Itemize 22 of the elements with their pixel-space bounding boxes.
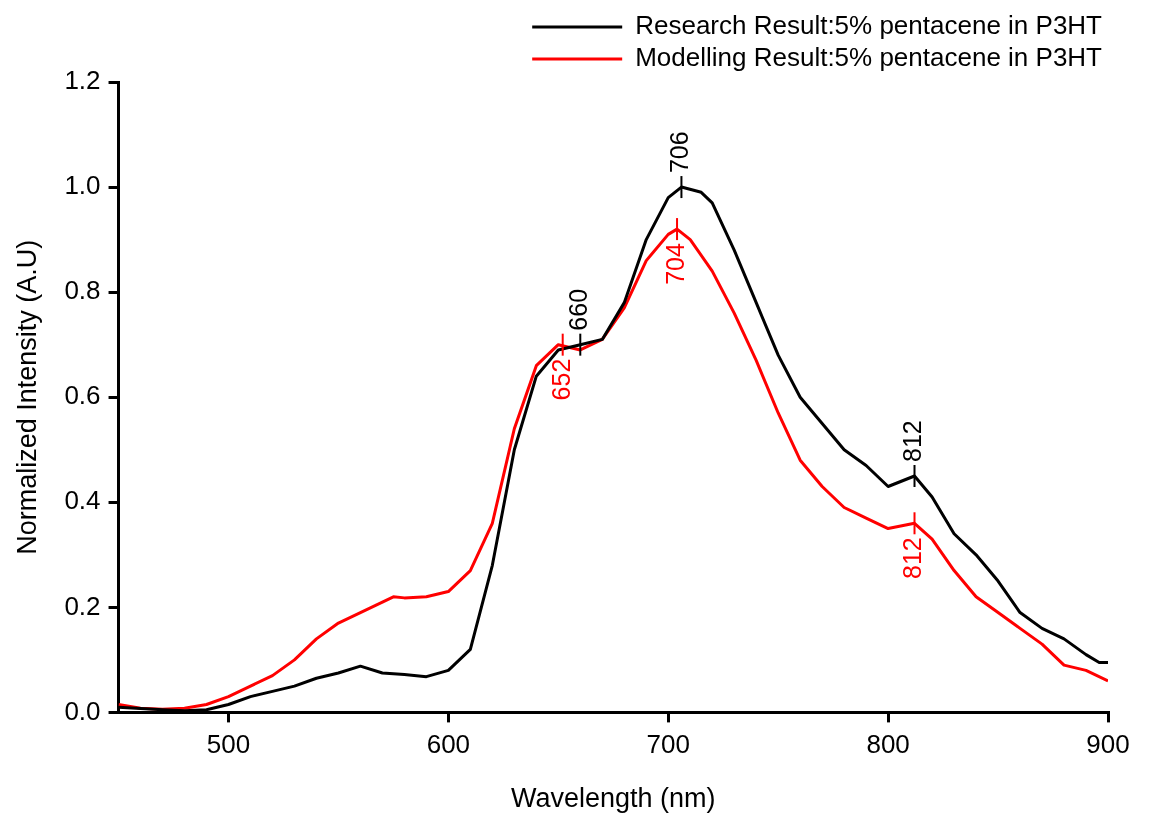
x-tick-label: 600 [426,729,471,760]
annotation: 706 [665,131,694,174]
y-tick-label: 1.0 [64,170,101,201]
annotation: 812 [898,420,927,462]
legend-label: Research Result:5% pentacene in P3HT [635,10,1103,41]
legend-label: Modelling Result:5% pentacene in P3HT [635,42,1103,73]
annotation: 660 [564,288,593,331]
y-tick-label: 0.0 [64,695,101,726]
y-tick-label: 0.6 [64,380,101,411]
y-tick-label: 0.2 [64,590,101,621]
x-tick-label: 500 [206,729,251,760]
y-tick-label: 0.4 [64,485,101,516]
y-axis-title: Normalized Intensity (A.U) [11,239,42,555]
x-tick-label: 800 [866,729,910,760]
y-tick-label: 0.8 [64,275,101,306]
annotation: 704 [660,243,689,285]
annotation: 652 [546,358,575,401]
y-tick-label: 1.2 [64,65,101,96]
annotation: 812 [898,537,927,579]
x-axis-title: Wavelength (nm) [510,783,716,814]
x-tick-label: 900 [1086,729,1130,760]
x-tick-label: 700 [646,729,690,760]
